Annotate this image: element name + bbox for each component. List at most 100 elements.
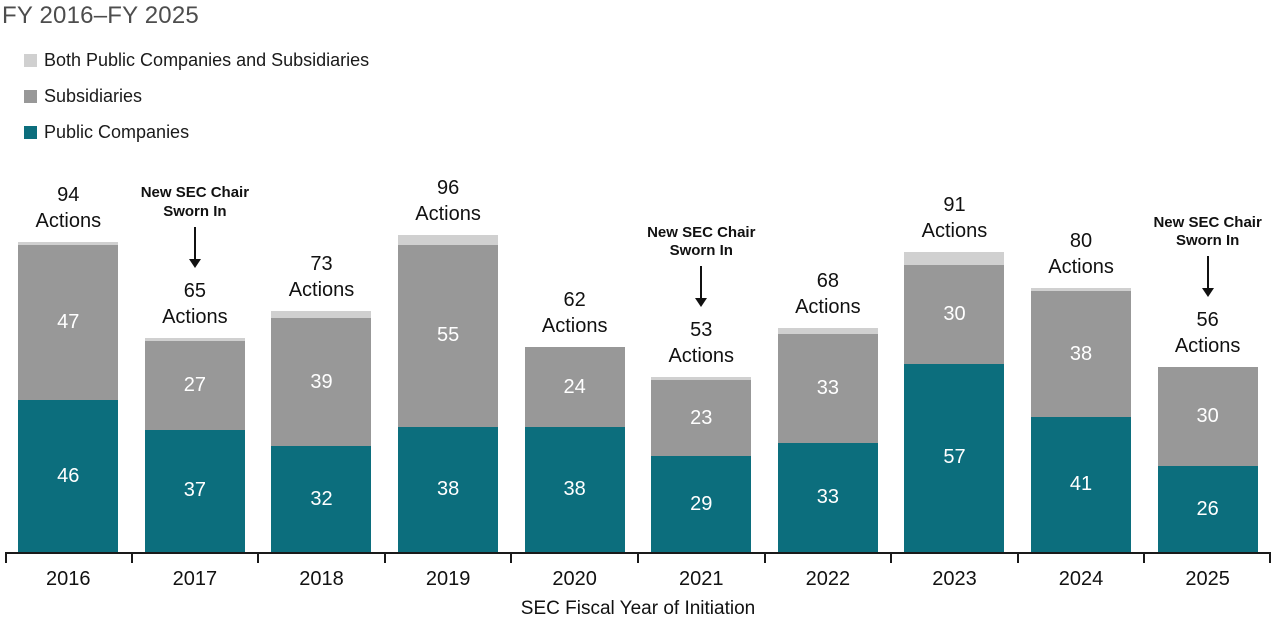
x-label-2020: 2020 [552, 568, 597, 590]
x-axis-labels: 2016 2017 2018 2019 2020 2021 2022 2023 2024 2025 [5, 568, 1271, 591]
bar-segment-public: 38 [524, 426, 625, 552]
bar-segment-subsidiaries: 33 [777, 334, 878, 444]
bar-column-2023: 91 Actions 30 57 [891, 160, 1018, 552]
segment-value: 57 [943, 446, 966, 469]
stacked-bar-2021: 23 29 [651, 377, 752, 552]
axis-tick [637, 554, 639, 563]
bar-segment-subsidiaries: 30 [1157, 367, 1258, 467]
arrow-line [700, 266, 703, 299]
bar-segment-public: 41 [1031, 416, 1132, 552]
bar-segment-both [144, 337, 245, 341]
axis-tick [5, 554, 7, 563]
legend-item: Both Public Companies and Subsidiaries [24, 42, 369, 78]
segment-value: 26 [1196, 497, 1219, 520]
x-label-2023: 2023 [932, 568, 977, 590]
axis-tick [257, 554, 260, 563]
legend-swatch-both-icon [24, 53, 37, 67]
segment-value: 27 [183, 373, 207, 396]
bar-segment-subsidiaries: 39 [271, 317, 372, 447]
segment-value: 38 [1069, 342, 1093, 365]
axis-tick [890, 554, 893, 563]
bar-segment-subsidiaries: 24 [524, 347, 625, 427]
bar-segment-subsidiaries: 55 [398, 245, 499, 427]
bar-column-2019: 96 Actions 55 38 [385, 160, 512, 552]
stacked-bar-2020: 24 38 [524, 347, 625, 552]
total-label-2019: 96 Actions [415, 177, 481, 226]
bar-segment-both [777, 327, 878, 335]
annotation-text: New SEC Chair Sworn In [647, 223, 756, 260]
x-axis-ticks [5, 554, 1271, 563]
stacked-bar-2018: 39 32 [271, 311, 372, 552]
x-label-2017: 2017 [172, 568, 218, 590]
segment-value: 30 [1196, 405, 1219, 428]
bar-segment-subsidiaries: 38 [1031, 291, 1132, 417]
segment-value: 30 [943, 302, 966, 325]
total-label-2017: 65 Actions [162, 279, 228, 328]
annotation-2021: New SEC Chair Sworn In [647, 224, 755, 308]
arrow-head [695, 298, 708, 308]
bar-segment-subsidiaries: 30 [904, 264, 1005, 364]
legend: Both Public Companies and Subsidiaries Su… [24, 42, 369, 150]
segment-value: 41 [1069, 472, 1093, 495]
segment-value: 24 [563, 375, 586, 398]
x-label-2025: 2025 [1185, 568, 1230, 590]
bar-column-2021: New SEC Chair Sworn In 53 Actions 23 29 [638, 160, 765, 552]
legend-item: Public Companies [24, 114, 369, 150]
segment-value: 46 [57, 464, 80, 487]
bar-segment-both [651, 377, 752, 381]
page-title: FY 2016–FY 2025 [2, 2, 199, 29]
total-label-2020: 62 Actions [541, 289, 608, 338]
axis-tick [1269, 554, 1271, 563]
plot-area: 94 Actions 47 46 New SEC Chair Sworn In 65 Acti… [5, 160, 1271, 552]
stacked-bar-2023: 30 57 [904, 251, 1005, 552]
legend-swatch-subsidiaries-icon [24, 89, 37, 103]
bar-segment-public: 26 [1157, 466, 1258, 552]
segment-value: 38 [563, 477, 586, 500]
annotation-2017: New SEC Chair Sworn In [141, 184, 249, 268]
bar-segment-public: 37 [144, 429, 245, 552]
bar-segment-both [1031, 288, 1132, 292]
bar-segment-both [398, 235, 499, 246]
x-label-2018: 2018 [299, 568, 344, 590]
total-label-2021: 53 Actions [668, 319, 735, 368]
bar-segment-both [18, 241, 119, 246]
axis-tick [1016, 554, 1019, 563]
stacked-bar-2025: 30 26 [1157, 367, 1258, 552]
legend-label: Subsidiaries [44, 85, 143, 106]
bar-column-2016: 94 Actions 47 46 [5, 160, 132, 552]
arrow-head [188, 258, 201, 268]
total-label-2024: 80 Actions [1048, 230, 1114, 279]
total-label-2016: 94 Actions [35, 183, 102, 232]
bar-segment-subsidiaries: 23 [651, 380, 752, 457]
x-label-2021: 2021 [679, 568, 724, 590]
total-label-2025: 56 Actions [1174, 309, 1241, 358]
segment-value: 47 [57, 311, 80, 334]
segment-value: 37 [183, 479, 207, 502]
bar-segment-both [904, 251, 1005, 265]
down-arrow-icon [1201, 256, 1214, 298]
total-label-2023: 91 Actions [921, 193, 988, 242]
stacked-bar-2022: 33 33 [777, 327, 878, 552]
x-label-2022: 2022 [805, 568, 851, 590]
bar-segment-subsidiaries: 47 [18, 245, 119, 401]
annotation-text: New SEC Chair Sworn In [1153, 213, 1262, 250]
segment-value: 38 [436, 477, 460, 500]
axis-tick [1143, 554, 1146, 563]
stacked-bar-2024: 38 41 [1031, 288, 1132, 552]
down-arrow-icon [695, 266, 708, 308]
legend-item: Subsidiaries [24, 78, 369, 114]
segment-value: 32 [310, 487, 333, 510]
segment-value: 55 [436, 324, 460, 347]
segment-value: 33 [816, 377, 839, 400]
total-label-2018: 73 Actions [288, 253, 355, 302]
legend-swatch-public-icon [24, 125, 37, 139]
stacked-bar-2019: 55 38 [398, 235, 499, 552]
bar-column-2025: New SEC Chair Sworn In 56 Actions 30 26 [1144, 160, 1271, 552]
stacked-bar-2016: 47 46 [18, 241, 119, 552]
bar-segment-public: 57 [904, 363, 1005, 552]
total-label-2022: 68 Actions [795, 269, 861, 318]
x-label-2016: 2016 [46, 568, 91, 590]
bar-segment-subsidiaries: 27 [144, 340, 245, 430]
bar-segment-public: 33 [777, 443, 878, 552]
